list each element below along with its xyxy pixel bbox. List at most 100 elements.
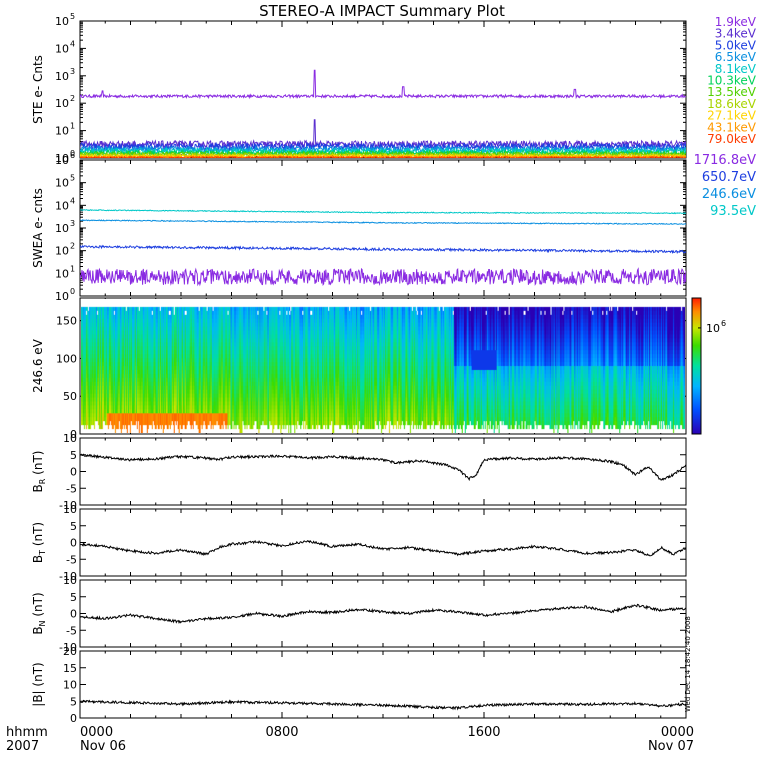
ste-legend-entry: 79.0keV xyxy=(707,132,757,146)
swea-ytick-label: 10 xyxy=(55,245,69,258)
ste-legend-entry: 6.5keV xyxy=(715,50,757,64)
swea-ytick-exp: 4 xyxy=(70,196,75,205)
ste-legend-entry: 8.1keV xyxy=(715,62,757,76)
bt-ytick-label: -10 xyxy=(59,570,77,583)
ste-series-line xyxy=(80,150,686,158)
br-ytick-label: -10 xyxy=(59,499,77,512)
swea-ytick-exp: 5 xyxy=(70,174,75,183)
bt-ytick-label: -5 xyxy=(66,553,77,566)
pad-ylabel: 246.6 eV xyxy=(31,338,45,393)
ste-legend-entry: 43.1keV xyxy=(707,120,757,134)
bmag-ytick-label: 0 xyxy=(70,712,77,725)
ste-legend-entry: 13.5keV xyxy=(707,85,757,99)
ste-legend-entry: 1.9keV xyxy=(715,15,757,29)
x-tick-time: 1600 xyxy=(467,725,500,740)
swea-ytick-exp: 0 xyxy=(70,287,75,296)
swea-ylabel: SWEA e- cnts xyxy=(31,188,45,268)
swea-ytick-label: 10 xyxy=(55,177,69,190)
bn-ylabel: BN (nT) xyxy=(31,592,47,634)
time-label: hhmm xyxy=(6,725,48,740)
bmag-ytick-label: 5 xyxy=(70,695,77,708)
ste-ytick-exp: 0 xyxy=(70,149,75,158)
swea-legend-entry: 93.5eV xyxy=(710,204,756,219)
ste-legend-entry: 18.6keV xyxy=(707,97,757,111)
swea-series-line xyxy=(80,209,686,215)
br-series-line xyxy=(80,453,686,482)
swea-series-line xyxy=(80,267,686,287)
swea-ytick-exp: 1 xyxy=(70,264,75,273)
pad-ytick-label: 150 xyxy=(56,315,77,328)
br-ytick-label: -5 xyxy=(66,482,77,495)
pad-colorbar-tick-exp: 6 xyxy=(721,319,726,328)
bt-ylabel: BT (nT) xyxy=(31,522,47,563)
bt-series-line xyxy=(80,539,686,557)
bmag-ytick-label: 20 xyxy=(63,645,77,658)
swea-series-line xyxy=(80,219,686,225)
ste-legend-entry: 3.4keV xyxy=(715,27,757,41)
ste-legend-entry: 27.1keV xyxy=(707,109,757,123)
ste-ytick-exp: 3 xyxy=(70,67,75,76)
bt-frame xyxy=(79,508,687,577)
swea-ytick-exp: 2 xyxy=(70,242,75,251)
ste-series-line xyxy=(80,119,686,150)
bn-ytick-label: 10 xyxy=(63,574,77,587)
pad-ytick-label: 100 xyxy=(56,352,77,365)
bmag-ytick-label: 15 xyxy=(63,662,77,675)
x-tick-time: 0000 xyxy=(661,725,694,740)
swea-legend-entry: 246.6eV xyxy=(702,187,756,202)
ste-ytick-label: 10 xyxy=(55,42,69,55)
ste-series-line xyxy=(80,154,686,158)
br-ytick-label: 10 xyxy=(63,432,77,445)
ste-series-line xyxy=(80,69,686,100)
pad-ytick-label: 50 xyxy=(63,390,77,403)
pad-colorbar xyxy=(691,297,702,435)
x-tick-time: 0800 xyxy=(265,725,298,740)
ste-series-line xyxy=(80,155,686,158)
swea-legend-entry: 1716.8eV xyxy=(694,153,756,168)
ste-ytick-label: 10 xyxy=(55,125,69,138)
swea-ytick-label: 10 xyxy=(55,199,69,212)
br-ylabel: BR (nT) xyxy=(31,451,47,493)
ste-ytick-exp: 1 xyxy=(70,122,75,131)
x-tick-time: 0000 xyxy=(80,725,113,740)
timestamp-stamp: Wed Dec 14 18:42:40 2008 xyxy=(684,616,692,712)
ste-ytick-exp: 5 xyxy=(70,12,75,21)
ste-ytick-label: 10 xyxy=(55,152,69,165)
bn-frame xyxy=(79,579,687,648)
year-label: 2007 xyxy=(6,739,39,754)
bn-series-line xyxy=(80,603,686,624)
bt-ytick-label: 0 xyxy=(70,537,77,550)
bt-ytick-label: 5 xyxy=(70,520,77,533)
bt-ytick-label: 10 xyxy=(63,503,77,516)
ste-legend-entry: 10.3keV xyxy=(707,74,757,88)
bn-ytick-label: 0 xyxy=(70,608,77,621)
pad-ytick-label: 0 xyxy=(70,428,77,441)
br-ytick-label: 0 xyxy=(70,466,77,479)
ste-ytick-label: 10 xyxy=(55,97,69,110)
swea-ytick-label: 10 xyxy=(55,222,69,235)
bn-ytick-label: -10 xyxy=(59,641,77,654)
bmag-series-line xyxy=(80,699,686,711)
ste-ylabel: STE e- Cnts xyxy=(31,55,45,124)
swea-ytick-label: 10 xyxy=(55,290,69,303)
br-frame xyxy=(79,437,687,506)
bmag-frame xyxy=(79,650,687,719)
pad-heatmap-image xyxy=(81,299,685,433)
ste-ytick-exp: 2 xyxy=(70,94,75,103)
br-ytick-label: 5 xyxy=(70,449,77,462)
swea-ytick-exp: 6 xyxy=(70,151,75,160)
ste-ytick-label: 10 xyxy=(55,15,69,28)
swea-ytick-exp: 3 xyxy=(70,219,75,228)
swea-series-line xyxy=(80,244,686,255)
figure-title: STEREO-A IMPACT Summary Plot xyxy=(259,2,505,20)
swea-ytick-label: 10 xyxy=(55,154,69,167)
x-tick-date: Nov 07 xyxy=(648,739,694,754)
swea-ytick-label: 10 xyxy=(55,267,69,280)
bn-ytick-label: -5 xyxy=(66,624,77,637)
pad-colorbar-tick: 10 xyxy=(706,322,720,335)
ste-frame xyxy=(79,20,687,159)
swea-legend-entry: 650.7eV xyxy=(702,170,756,185)
ste-legend-entry: 5.0keV xyxy=(715,38,757,52)
